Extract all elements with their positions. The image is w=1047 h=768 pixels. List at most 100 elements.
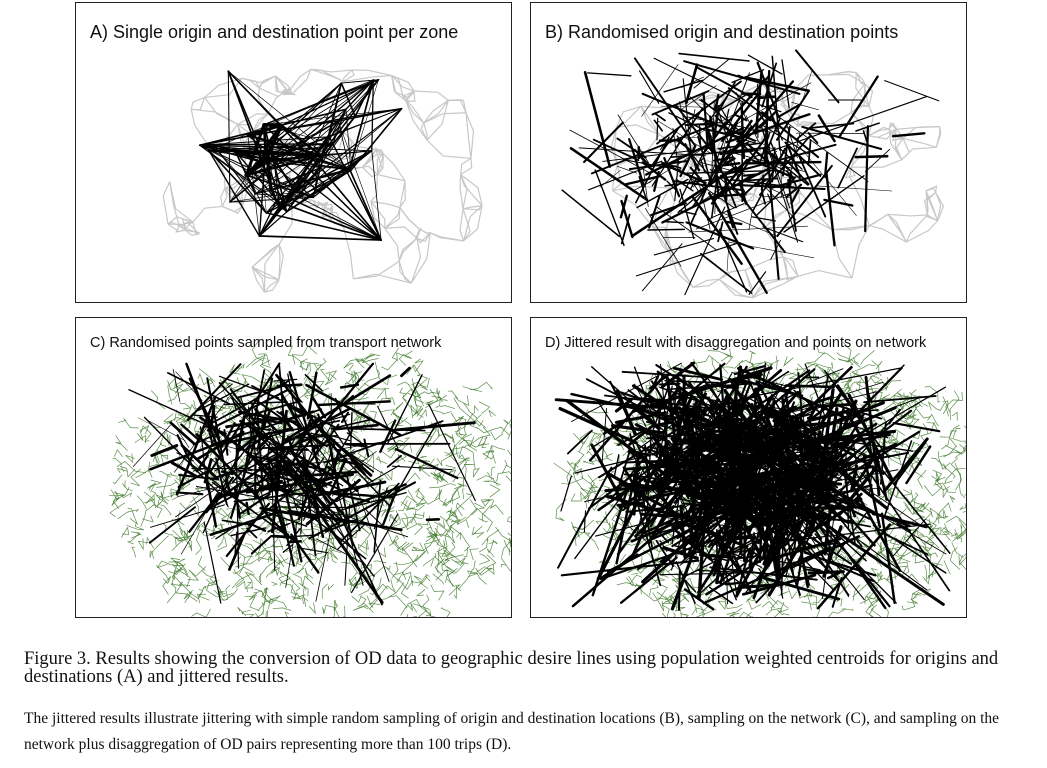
desire-line xyxy=(772,390,800,423)
desire-line xyxy=(854,469,862,483)
desire-line xyxy=(295,522,297,539)
desire-line xyxy=(805,561,834,591)
desire-line xyxy=(840,520,872,528)
desire-line xyxy=(643,168,649,207)
desire-line xyxy=(276,410,328,448)
desire-line xyxy=(238,444,292,498)
desire-line xyxy=(263,123,288,213)
desire-line xyxy=(218,375,280,399)
panel-a-title: A) Single origin and destination point p… xyxy=(90,22,459,42)
desire-line xyxy=(719,536,738,585)
desire-line xyxy=(337,108,403,122)
desire-line xyxy=(679,188,695,240)
desire-line xyxy=(757,95,777,100)
desire-line xyxy=(741,372,763,380)
desire-line xyxy=(742,171,770,197)
desire-line xyxy=(814,533,829,550)
desire-line xyxy=(248,406,252,436)
desire-line xyxy=(837,416,865,431)
desire-line xyxy=(848,430,921,475)
desire-line xyxy=(270,506,348,509)
desire-line xyxy=(265,108,403,214)
desire-line xyxy=(759,404,825,439)
desire-line xyxy=(253,472,282,488)
desire-line xyxy=(344,442,368,448)
desire-line xyxy=(837,147,858,189)
desire-line xyxy=(291,534,320,538)
desire-line xyxy=(247,134,382,241)
desire-line xyxy=(225,502,271,558)
desire-line xyxy=(391,465,453,471)
desire-line xyxy=(627,389,687,436)
desire-line xyxy=(264,123,283,149)
desire-line xyxy=(261,161,267,214)
desire-line xyxy=(371,150,382,241)
desire-line xyxy=(342,494,354,547)
desire-line xyxy=(715,539,745,577)
desire-line xyxy=(282,464,299,516)
desire-line xyxy=(188,377,224,448)
desire-line xyxy=(305,383,402,437)
desire-line xyxy=(807,465,875,476)
desire-line xyxy=(280,79,380,126)
desire-line xyxy=(828,438,914,452)
desire-line xyxy=(373,479,382,553)
desire-line xyxy=(737,516,758,559)
desire-line xyxy=(328,108,402,138)
desire-line xyxy=(702,546,832,605)
desire-line xyxy=(271,489,276,572)
desire-line xyxy=(714,174,753,200)
desire-line xyxy=(756,109,768,125)
desire-line xyxy=(733,364,767,376)
desire-line xyxy=(651,368,783,484)
desire-line xyxy=(651,435,672,460)
desire-line xyxy=(752,399,777,457)
desire-line xyxy=(668,112,706,131)
desire-line xyxy=(787,381,884,413)
desire-line xyxy=(206,377,231,494)
desire-line xyxy=(303,457,325,488)
desire-line xyxy=(653,119,664,132)
desire-line xyxy=(789,494,852,512)
desire-line xyxy=(656,117,659,141)
desire-line xyxy=(231,396,237,410)
desire-line xyxy=(212,450,286,504)
desire-line xyxy=(254,120,339,195)
desire-line xyxy=(678,52,750,62)
panel-a-map xyxy=(162,68,483,293)
desire-line xyxy=(722,479,765,521)
desire-line xyxy=(749,398,773,432)
desire-line xyxy=(364,508,385,528)
desire-line xyxy=(259,506,319,520)
desire-line xyxy=(340,411,350,424)
desire-line xyxy=(583,121,624,164)
desire-line xyxy=(388,422,438,508)
desire-line xyxy=(279,115,356,211)
desire-line xyxy=(763,125,809,155)
desire-line xyxy=(682,78,693,160)
desire-line xyxy=(337,441,381,450)
desire-line xyxy=(218,382,303,476)
desire-line xyxy=(753,144,769,154)
desire-line xyxy=(340,82,357,118)
desire-line xyxy=(596,400,663,501)
desire-line xyxy=(785,183,803,198)
desire-line xyxy=(312,421,373,477)
desire-line xyxy=(709,141,737,209)
desire-line xyxy=(892,422,941,433)
desire-line xyxy=(796,122,817,140)
desire-line xyxy=(863,395,937,404)
desire-line xyxy=(666,180,678,192)
desire-line xyxy=(825,171,836,247)
desire-line xyxy=(723,446,761,539)
desire-line xyxy=(748,210,753,231)
desire-line xyxy=(693,124,724,126)
desire-line xyxy=(720,445,820,463)
desire-line xyxy=(751,434,823,540)
desire-line xyxy=(148,506,196,544)
desire-line xyxy=(204,492,223,514)
desire-line xyxy=(671,453,687,545)
desire-line xyxy=(206,389,289,432)
desire-line xyxy=(599,169,621,188)
desire-line xyxy=(784,488,807,526)
